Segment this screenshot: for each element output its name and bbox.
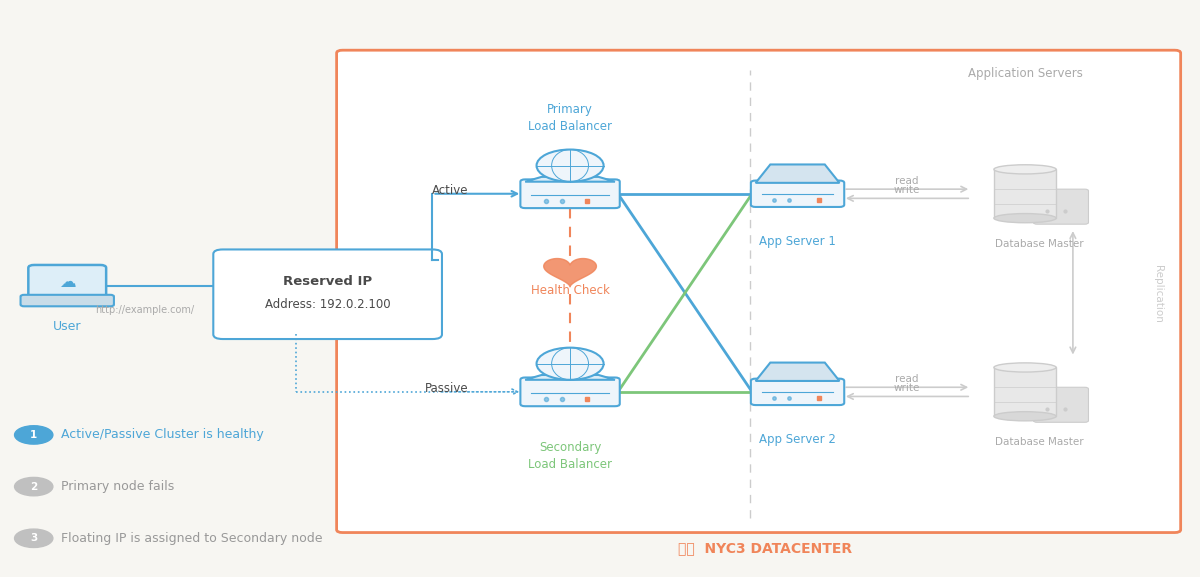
Bar	[994, 368, 1056, 416]
Polygon shape	[526, 177, 614, 182]
Text: write: write	[894, 185, 920, 195]
Ellipse shape	[994, 411, 1056, 421]
Text: Health Check: Health Check	[530, 284, 610, 298]
Text: Active: Active	[432, 185, 468, 197]
Ellipse shape	[994, 363, 1056, 372]
Ellipse shape	[994, 165, 1056, 174]
FancyBboxPatch shape	[1033, 189, 1088, 224]
Circle shape	[14, 426, 53, 444]
FancyBboxPatch shape	[337, 50, 1181, 533]
Text: 1: 1	[30, 430, 37, 440]
Text: Replication: Replication	[1153, 265, 1163, 323]
Text: 2: 2	[30, 482, 37, 492]
Text: Floating IP is assigned to Secondary node: Floating IP is assigned to Secondary nod…	[61, 532, 323, 545]
Text: Database Master: Database Master	[995, 437, 1084, 447]
Text: Reserved IP: Reserved IP	[283, 275, 372, 288]
Text: read: read	[895, 176, 919, 186]
Polygon shape	[526, 375, 614, 380]
Circle shape	[536, 149, 604, 182]
FancyBboxPatch shape	[751, 181, 845, 207]
Bar	[994, 169, 1056, 218]
Circle shape	[14, 529, 53, 548]
FancyBboxPatch shape	[214, 249, 442, 339]
Text: 3: 3	[30, 533, 37, 544]
Text: Address: 192.0.2.100: Address: 192.0.2.100	[265, 298, 390, 311]
Circle shape	[14, 477, 53, 496]
Text: Database Master: Database Master	[995, 238, 1084, 249]
FancyBboxPatch shape	[521, 377, 619, 406]
Polygon shape	[756, 362, 840, 381]
Text: 🇺🇸  NYC3 DATACENTER: 🇺🇸 NYC3 DATACENTER	[678, 541, 852, 555]
Text: User: User	[53, 320, 82, 332]
Text: Primary
Load Balancer: Primary Load Balancer	[528, 103, 612, 133]
Text: Active/Passive Cluster is healthy: Active/Passive Cluster is healthy	[61, 429, 264, 441]
Polygon shape	[544, 258, 596, 287]
Text: write: write	[894, 383, 920, 393]
Text: Secondary
Load Balancer: Secondary Load Balancer	[528, 441, 612, 471]
Text: Primary node fails: Primary node fails	[61, 480, 174, 493]
Ellipse shape	[994, 213, 1056, 223]
Text: read: read	[895, 374, 919, 384]
FancyBboxPatch shape	[751, 379, 845, 405]
FancyBboxPatch shape	[521, 179, 619, 208]
Text: Passive: Passive	[425, 383, 468, 395]
Text: ☁: ☁	[59, 272, 76, 291]
FancyBboxPatch shape	[29, 265, 106, 301]
Polygon shape	[756, 164, 840, 183]
Circle shape	[536, 348, 604, 380]
Text: Application Servers: Application Servers	[967, 67, 1082, 80]
FancyBboxPatch shape	[20, 295, 114, 306]
Text: App Server 1: App Server 1	[760, 235, 836, 248]
FancyBboxPatch shape	[1033, 387, 1088, 422]
Text: App Server 2: App Server 2	[760, 433, 836, 446]
Text: http://example.com/: http://example.com/	[96, 305, 194, 314]
